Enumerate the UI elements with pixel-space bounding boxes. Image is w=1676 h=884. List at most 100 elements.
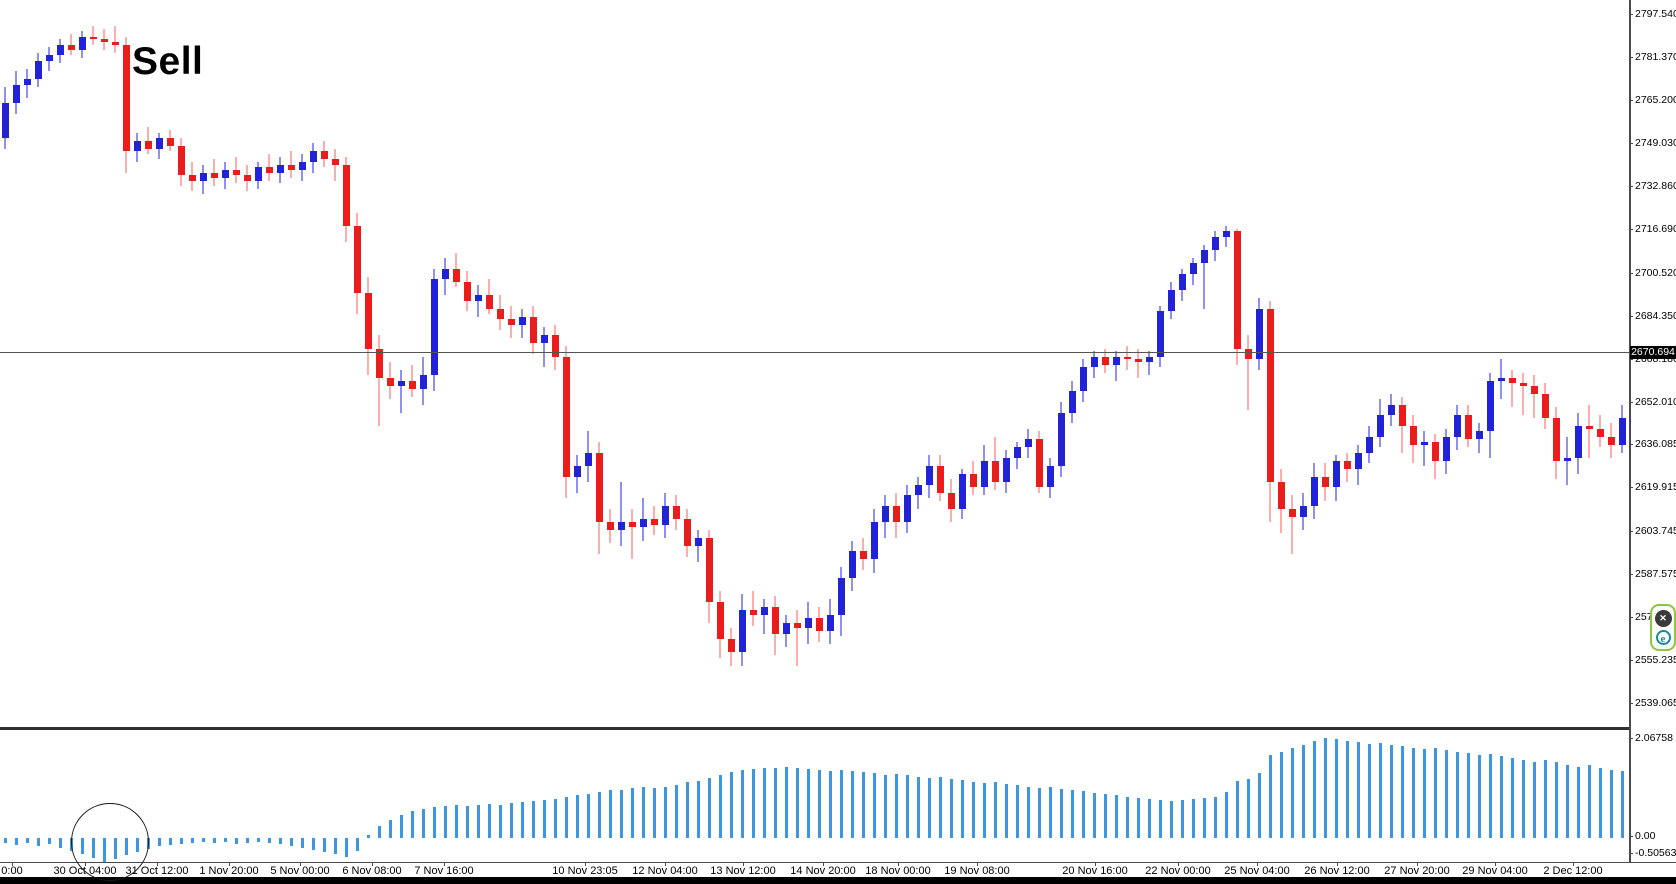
price-tick-label: 2652.010 xyxy=(1635,396,1676,408)
indicator-bar xyxy=(983,783,986,838)
time-tick xyxy=(1095,862,1096,866)
indicator-bar xyxy=(1027,786,1030,838)
price-axis-line xyxy=(1629,0,1631,862)
current-price-line xyxy=(0,352,1629,353)
candle-body xyxy=(728,639,735,653)
candle-body xyxy=(651,519,658,525)
indicator-bar xyxy=(620,789,623,838)
bottom-bar xyxy=(0,877,1676,884)
price-tick xyxy=(1629,100,1633,101)
indicator-bar xyxy=(1511,758,1514,838)
candle-body xyxy=(200,172,207,181)
candle-body xyxy=(684,519,691,546)
indicator-bar xyxy=(884,774,887,838)
indicator-bar xyxy=(59,838,62,848)
price-tick-label: 2636.085 xyxy=(1635,438,1676,450)
indicator-bar xyxy=(433,806,436,838)
indicator-bar xyxy=(26,838,29,843)
candle-body xyxy=(1564,457,1571,461)
candle-wick xyxy=(114,26,116,53)
candle-body xyxy=(134,140,141,152)
candle-body xyxy=(1014,447,1021,458)
candle-body xyxy=(35,60,42,80)
price-tick-label: 2700.520 xyxy=(1635,267,1676,279)
candle-body xyxy=(1619,417,1626,445)
indicator-bar xyxy=(1302,744,1305,838)
candle-body xyxy=(761,607,768,616)
indicator-bar xyxy=(334,838,337,855)
candle-body xyxy=(1366,436,1373,453)
candle-body xyxy=(24,79,31,85)
indicator-bar xyxy=(1115,795,1118,838)
indicator-bar xyxy=(444,805,447,838)
indicator-bar xyxy=(609,790,612,838)
price-tick xyxy=(1629,660,1633,661)
candle-wick xyxy=(1423,431,1425,466)
candle-wick xyxy=(1566,436,1568,485)
panel-separator[interactable] xyxy=(0,727,1631,730)
expert-advisor-icon[interactable]: e xyxy=(1655,630,1671,646)
indicator-bar xyxy=(1126,796,1129,838)
indicator-bar xyxy=(741,770,744,838)
indicator-bar xyxy=(554,799,557,838)
indicator-bar xyxy=(1368,743,1371,838)
time-tick-label: 25 Nov 04:00 xyxy=(1224,865,1290,877)
candle-body xyxy=(1509,377,1516,384)
time-tick xyxy=(1178,862,1179,866)
indicator-bar xyxy=(1445,750,1448,838)
candle-body xyxy=(1113,356,1120,365)
candle-body xyxy=(1212,236,1219,250)
indicator-bar xyxy=(1489,754,1492,838)
candle-body xyxy=(1124,356,1131,360)
indicator-bar xyxy=(323,838,326,852)
indicator-bar xyxy=(1203,798,1206,838)
candle-wick xyxy=(334,148,336,181)
indicator-bar xyxy=(752,768,755,838)
close-icon[interactable]: ✕ xyxy=(1654,609,1672,627)
candle-wick xyxy=(1522,372,1524,416)
candle-wick xyxy=(631,508,633,560)
indicator-bar xyxy=(1137,797,1140,838)
indicator-bar xyxy=(1159,800,1162,838)
indicator-bar xyxy=(1214,796,1217,838)
candle-body xyxy=(816,617,823,632)
candle-body xyxy=(838,577,845,616)
candle-body xyxy=(915,484,922,496)
indicator-bar xyxy=(1379,742,1382,838)
indicator-bar xyxy=(1291,748,1294,838)
indicator-bar xyxy=(939,777,942,838)
indicator-bar xyxy=(455,805,458,838)
indicator-bar xyxy=(1423,749,1426,838)
candle-body xyxy=(68,44,75,51)
price-tick-label: 2603.745 xyxy=(1635,525,1676,537)
candle-body xyxy=(673,505,680,520)
indicator-bar xyxy=(1566,764,1569,838)
candle-body xyxy=(750,609,757,616)
indicator-bar xyxy=(15,838,18,845)
candle-body xyxy=(288,164,295,171)
time-tick-label: 5 Nov 00:00 xyxy=(270,865,330,877)
indicator-bar xyxy=(1555,762,1558,838)
indicator-bar xyxy=(400,814,403,838)
indicator-bar xyxy=(774,768,777,838)
indicator-bar xyxy=(1599,767,1602,838)
candle-body xyxy=(321,151,328,160)
candle-body xyxy=(101,39,108,43)
indicator-bar xyxy=(1522,760,1525,838)
candle-body xyxy=(222,170,229,179)
candle-body xyxy=(739,609,746,653)
indicator-bar xyxy=(1181,800,1184,838)
indicator-bar xyxy=(994,782,997,838)
indicator-bar xyxy=(972,781,975,838)
candle-wick xyxy=(378,335,380,426)
candle-body xyxy=(1399,404,1406,426)
price-tick xyxy=(1629,703,1633,704)
candle-body xyxy=(266,167,273,173)
indicator-tick xyxy=(1629,836,1633,837)
candle-body xyxy=(1311,476,1318,506)
indicator-bar xyxy=(1038,788,1041,838)
candle-body xyxy=(882,505,889,522)
current-price-badge: 2670.694 xyxy=(1630,346,1676,359)
indicator-bar xyxy=(345,838,348,858)
